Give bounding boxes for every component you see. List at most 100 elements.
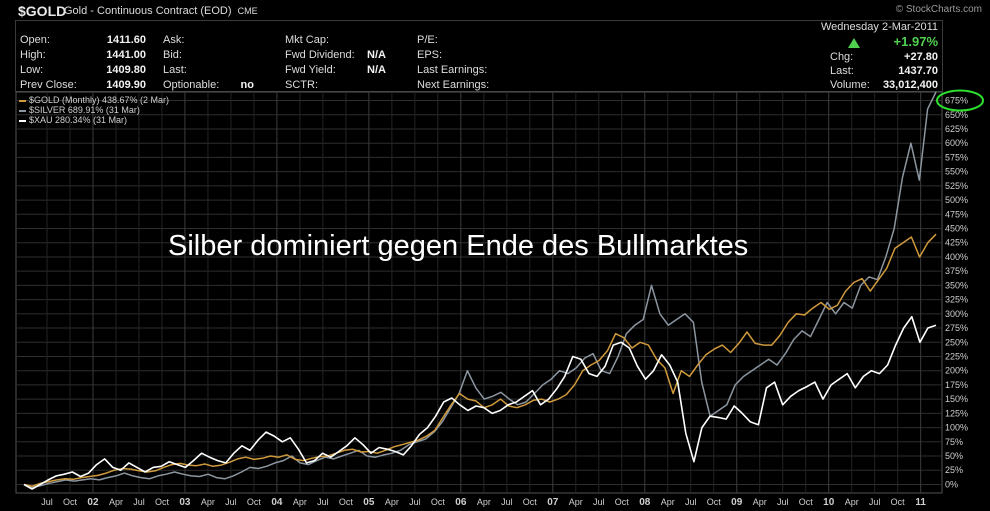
pe-label: P/E: — [417, 34, 438, 46]
fwd-yield-value: N/A — [367, 64, 386, 76]
open-label: Open: — [20, 34, 50, 46]
x-tick-label: 05 — [363, 497, 375, 508]
y-tick-label: 475% — [945, 209, 968, 219]
y-tick-label: 125% — [945, 408, 968, 418]
x-tick-label: Jul — [777, 497, 789, 507]
chart-annotation: Silber dominiert gegen Ende des Bullmark… — [168, 230, 749, 262]
last-earnings-label: Last Earnings: — [417, 64, 488, 76]
y-tick-label: 150% — [945, 394, 968, 404]
y-tick-label: 550% — [945, 167, 968, 177]
next-earnings-label: Next Earnings: — [417, 79, 490, 91]
x-tick-label: Apr — [109, 497, 123, 507]
last-label: Last: — [163, 64, 187, 76]
chart-header: $GOLD Gold - Continuous Contract (EOD) C… — [0, 0, 990, 22]
x-tick-label: Oct — [707, 497, 722, 507]
y-tick-label: 175% — [945, 380, 968, 390]
fwd-dividend-value: N/A — [367, 49, 386, 61]
x-tick-label: 02 — [87, 497, 99, 508]
x-tick-label: Apr — [661, 497, 675, 507]
change-percent: +1.97% — [893, 34, 938, 49]
x-tick-label: Apr — [845, 497, 859, 507]
x-tick-label: Oct — [247, 497, 262, 507]
chart-axes: 0% 25% 50% 75% 100% 125% 150% 175% 200% 225% 250% 2… — [41, 89, 984, 508]
x-tick-label: Apr — [201, 497, 215, 507]
fwd-dividend-label: Fwd Dividend: — [285, 49, 355, 61]
y-tick-label: 525% — [945, 181, 968, 191]
quote-panel: Open: 1411.60 High: 1441.00 Low: 1409.80… — [15, 20, 943, 92]
mkt-cap-label: Mkt Cap: — [285, 34, 330, 46]
x-tick-label: Jul — [41, 497, 53, 507]
x-tick-label: 09 — [731, 497, 743, 508]
legend-xau-swatch — [19, 119, 26, 122]
y-tick-label: 350% — [945, 280, 968, 290]
chg-label: Chg: — [830, 51, 854, 63]
x-tick-label: Apr — [753, 497, 767, 507]
x-tick-label: Oct — [431, 497, 446, 507]
x-tick-label: 10 — [823, 497, 835, 508]
quote-date: Wednesday 2-Mar-2011 — [821, 21, 938, 33]
y-tick-label: 75% — [945, 437, 963, 447]
low-label: Low: — [20, 64, 44, 76]
y-tick-label: 250% — [945, 337, 968, 347]
x-tick-label: 11 — [915, 497, 926, 508]
y-tick-label: 625% — [945, 124, 968, 134]
legend-xau: $XAU 280.34% (31 Mar) — [19, 115, 127, 125]
x-tick-label: 07 — [547, 497, 559, 508]
y-tick-label: 675% — [945, 96, 968, 106]
x-tick-label: Jul — [225, 497, 237, 507]
optionable-label: Optionable: — [163, 79, 220, 91]
legend-silver-text: $SILVER 689.91% (31 Mar) — [29, 105, 140, 115]
stockcharts-watermark: © StockCharts.com — [895, 4, 982, 15]
up-arrow-icon — [848, 38, 860, 48]
x-tick-label: Apr — [293, 497, 307, 507]
x-tick-label: Jul — [133, 497, 145, 507]
y-tick-label: 375% — [945, 266, 968, 276]
high-value: 1441.00 — [106, 49, 146, 61]
x-tick-label: Oct — [63, 497, 78, 507]
x-tick-label: Jul — [409, 497, 421, 507]
legend-gold-text: $GOLD (Monthly) 438.67% (2 Mar) — [29, 95, 170, 105]
x-tick-label: Jul — [501, 497, 513, 507]
fwd-yield-label: Fwd Yield: — [285, 64, 336, 76]
chart-grid — [15, 91, 943, 494]
y-tick-label: 200% — [945, 366, 968, 376]
y-tick-label: 0% — [945, 479, 958, 489]
xau-line — [23, 315, 937, 490]
low-value: 1409.80 — [106, 64, 146, 76]
optionable-value: no — [240, 79, 254, 91]
sctr-label: SCTR: — [285, 79, 318, 91]
legend-gold: $GOLD (Monthly) 438.67% (2 Mar) — [19, 95, 169, 105]
x-tick-label: 08 — [639, 497, 651, 508]
y-tick-label: 50% — [945, 451, 963, 461]
change-percent-wrap: +1.97% — [856, 34, 938, 49]
prev-close-value: 1409.90 — [106, 79, 146, 91]
instrument-description: Gold - Continuous Contract (EOD) — [64, 5, 232, 17]
x-tick-label: Jul — [593, 497, 605, 507]
chg-value: +27.80 — [904, 51, 938, 63]
x-tick-label: Oct — [615, 497, 630, 507]
open-value: 1411.60 — [106, 34, 146, 46]
x-tick-label: Jul — [869, 497, 881, 507]
y-tick-label: 600% — [945, 138, 968, 148]
plot-area — [15, 91, 943, 494]
x-tick-label: Apr — [477, 497, 491, 507]
x-tick-label: 06 — [455, 497, 467, 508]
y-tick-label: 650% — [945, 110, 968, 120]
volume-label: Volume: — [830, 79, 870, 91]
x-tick-label: Jul — [685, 497, 697, 507]
bid-label: Bid: — [163, 49, 182, 61]
x-tick-label: Apr — [385, 497, 399, 507]
y-tick-label: 500% — [945, 195, 968, 205]
y-tick-label: 275% — [945, 323, 968, 333]
chart-series — [23, 91, 937, 490]
x-tick-label: Jul — [317, 497, 329, 507]
chart-symbol: $GOLD — [18, 3, 67, 19]
y-tick-label: 575% — [945, 152, 968, 162]
y-tick-label: 300% — [945, 309, 968, 319]
x-tick-label: Apr — [569, 497, 583, 507]
highlight-circle — [936, 89, 984, 112]
x-tick-label: Oct — [155, 497, 170, 507]
y-tick-label: 325% — [945, 295, 968, 305]
high-label: High: — [20, 49, 46, 61]
